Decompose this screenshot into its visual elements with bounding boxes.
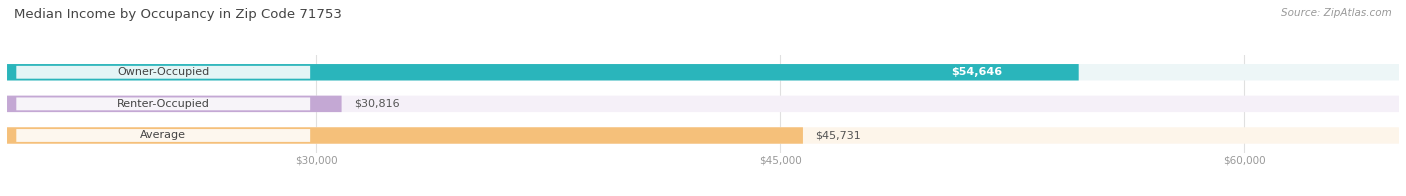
FancyBboxPatch shape bbox=[7, 127, 1399, 144]
Text: Source: ZipAtlas.com: Source: ZipAtlas.com bbox=[1281, 8, 1392, 18]
FancyBboxPatch shape bbox=[887, 66, 1066, 78]
Text: $30,816: $30,816 bbox=[354, 99, 399, 109]
FancyBboxPatch shape bbox=[17, 97, 311, 110]
Text: Renter-Occupied: Renter-Occupied bbox=[117, 99, 209, 109]
Text: Average: Average bbox=[141, 131, 186, 141]
FancyBboxPatch shape bbox=[7, 127, 803, 144]
FancyBboxPatch shape bbox=[17, 129, 311, 142]
Text: $45,731: $45,731 bbox=[815, 131, 860, 141]
Text: Median Income by Occupancy in Zip Code 71753: Median Income by Occupancy in Zip Code 7… bbox=[14, 8, 342, 21]
FancyBboxPatch shape bbox=[17, 66, 311, 79]
FancyBboxPatch shape bbox=[7, 64, 1399, 81]
FancyBboxPatch shape bbox=[7, 96, 1399, 112]
FancyBboxPatch shape bbox=[7, 64, 1078, 81]
FancyBboxPatch shape bbox=[7, 96, 342, 112]
Text: $54,646: $54,646 bbox=[950, 67, 1002, 77]
Text: Owner-Occupied: Owner-Occupied bbox=[117, 67, 209, 77]
